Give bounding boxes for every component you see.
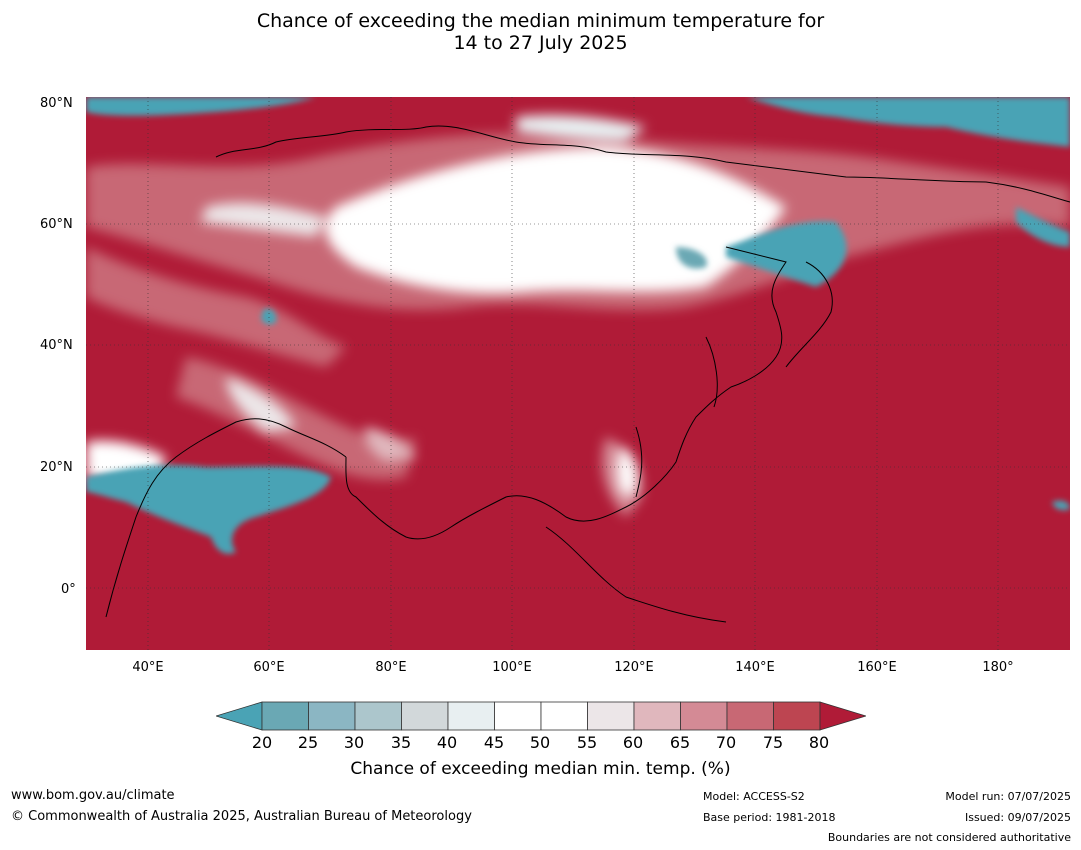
colorbar-tick-45: 45 xyxy=(483,733,505,752)
model-name: Model: ACCESS-S2 xyxy=(703,790,805,803)
website-link[interactable]: www.bom.gov.au/climate xyxy=(11,788,175,803)
colorbar-tick-35: 35 xyxy=(390,733,412,752)
lon-label-100e: 100°E xyxy=(492,660,532,675)
teal-regions xyxy=(86,97,1070,554)
colorbar-tick-30: 30 xyxy=(343,733,365,752)
lon-label-140e: 140°E xyxy=(735,660,775,675)
boundaries-disclaimer: Boundaries are not considered authoritat… xyxy=(827,831,1071,844)
colorbar-tick-55: 55 xyxy=(576,733,598,752)
colorbar xyxy=(216,701,866,731)
issued-date: Issued: 09/07/2025 xyxy=(964,811,1071,824)
colorbar-low-extension xyxy=(216,701,263,731)
colorbar-tick-70: 70 xyxy=(715,733,737,752)
colorbar-cell xyxy=(494,701,542,731)
copyright-text: © Commonwealth of Australia 2025, Austra… xyxy=(11,809,472,824)
neutral-regions xyxy=(86,115,786,497)
map-canvas xyxy=(86,97,1070,650)
colorbar-cell xyxy=(261,701,309,731)
lon-label-80e: 80°E xyxy=(375,660,407,675)
colorbar-cell xyxy=(401,701,449,731)
colorbar-tick-40: 40 xyxy=(436,733,458,752)
colorbar-tick-65: 65 xyxy=(669,733,691,752)
lon-label-60e: 60°E xyxy=(253,660,285,675)
lon-label-120e: 120°E xyxy=(614,660,654,675)
colorbar-tick-75: 75 xyxy=(762,733,784,752)
lat-label-40n: 40°N xyxy=(40,338,73,353)
lat-label-20n: 20°N xyxy=(40,460,73,475)
map-title: Chance of exceeding the median minimum t… xyxy=(0,10,1081,54)
colorbar-cell xyxy=(354,701,402,731)
title-line-2: 14 to 27 July 2025 xyxy=(453,32,628,54)
lon-label-40e: 40°E xyxy=(132,660,164,675)
lon-label-180: 180° xyxy=(982,660,1014,675)
colorbar-cell xyxy=(633,701,681,731)
colorbar-cell xyxy=(773,701,821,731)
colorbar-tick-80: 80 xyxy=(808,733,830,752)
lat-label-60n: 60°N xyxy=(40,217,73,232)
coastlines xyxy=(105,125,1070,623)
model-run-date: Model run: 07/07/2025 xyxy=(945,790,1071,803)
probability-map xyxy=(86,97,1070,650)
colorbar-high-extension xyxy=(819,701,866,731)
colorbar-title: Chance of exceeding median min. temp. (%… xyxy=(350,759,731,779)
colorbar-tick-60: 60 xyxy=(622,733,644,752)
colorbar-cell xyxy=(680,701,728,731)
title-line-1: Chance of exceeding the median minimum t… xyxy=(256,10,825,32)
lon-label-160e: 160°E xyxy=(857,660,897,675)
colorbar-cell xyxy=(587,701,635,731)
colorbar-tick-20: 20 xyxy=(251,733,273,752)
colorbar-cell xyxy=(726,701,774,731)
colorbar-tick-50: 50 xyxy=(529,733,551,752)
colorbar-cell xyxy=(540,701,588,731)
colorbar-cells xyxy=(261,701,821,731)
graticule xyxy=(86,97,1070,650)
lat-label-80n: 80°N xyxy=(40,96,73,111)
base-period: Base period: 1981-2018 xyxy=(703,811,836,824)
colorbar-cell xyxy=(308,701,356,731)
lat-label-0: 0° xyxy=(61,582,76,597)
colorbar-tick-25: 25 xyxy=(297,733,319,752)
colorbar-cell xyxy=(447,701,495,731)
